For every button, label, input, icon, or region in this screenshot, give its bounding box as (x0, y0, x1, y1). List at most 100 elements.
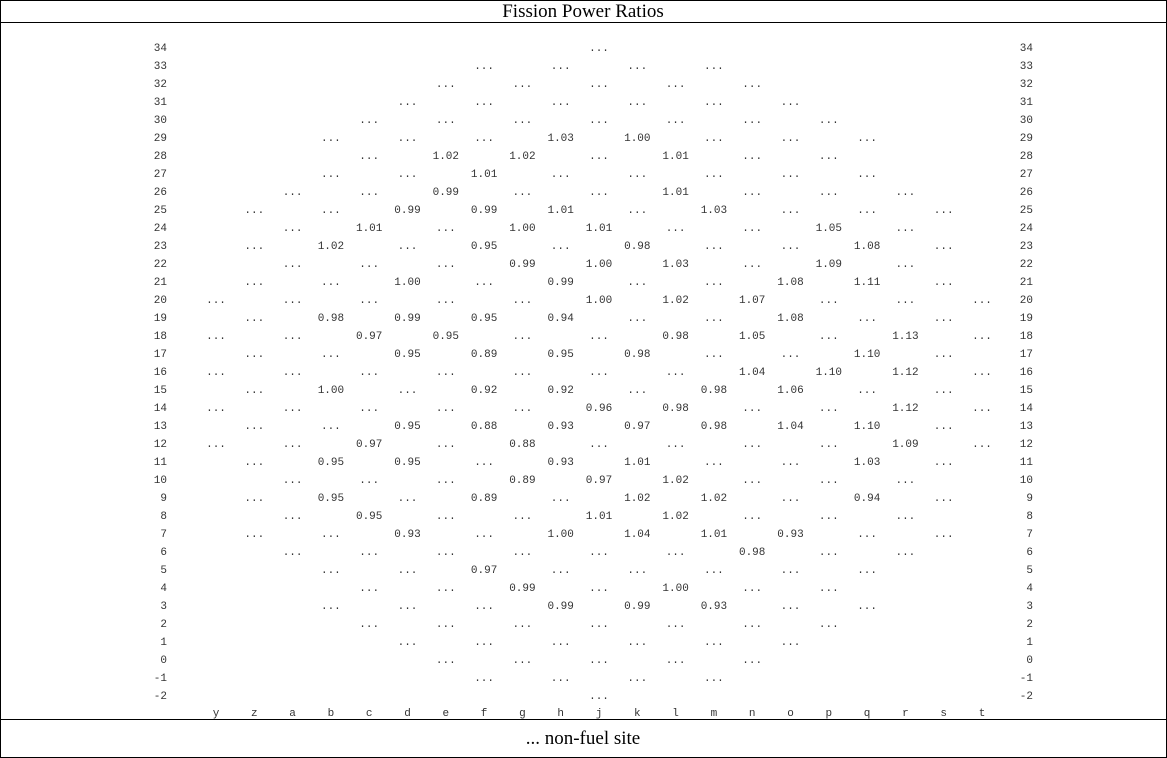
cell-value: ... (742, 583, 762, 595)
row-label-right: 27 (1020, 169, 1033, 181)
cell-value: ... (359, 151, 379, 163)
cell-value: ... (589, 115, 609, 127)
cell-value: 1.00 (394, 277, 420, 289)
cell-value: 1.02 (662, 475, 688, 487)
cell-value: 0.93 (547, 457, 573, 469)
cell-value: ... (589, 43, 609, 55)
row-label-left: 32 (154, 79, 167, 91)
cell-value: ... (627, 673, 647, 685)
cell-value: ... (819, 115, 839, 127)
cell-value: ... (206, 331, 226, 343)
row-label-right: 34 (1020, 43, 1034, 55)
cell-value: ... (895, 187, 915, 199)
cell-value: ... (551, 673, 571, 685)
cell-value: 1.12 (892, 367, 918, 379)
row-label-left: 0 (160, 655, 167, 667)
cell-value: ... (895, 475, 915, 487)
cell-value: ... (627, 97, 647, 109)
row-label-right: 5 (1026, 565, 1033, 577)
cell-value: 0.98 (662, 331, 688, 343)
cell-value: ... (589, 691, 609, 703)
cell-value: ... (742, 439, 762, 451)
row-label-right: -1 (1020, 673, 1034, 685)
footer-note: ... non-fuel site (526, 728, 641, 749)
column-label: b (328, 708, 335, 720)
cell-value: ... (704, 313, 724, 325)
cell-value: 1.06 (777, 385, 803, 397)
cell-value: ... (512, 331, 532, 343)
cell-value: 0.99 (471, 205, 497, 217)
cell-value: 0.96 (586, 403, 612, 415)
column-label: f (481, 708, 488, 720)
cell-value: ... (781, 349, 801, 361)
cell-value: ... (742, 403, 762, 415)
row-label-left: 5 (160, 565, 167, 577)
row-label-left: 8 (160, 511, 167, 523)
cell-value: ... (398, 133, 418, 145)
cell-value: ... (474, 277, 494, 289)
cell-value: ... (512, 115, 532, 127)
cell-value: ... (742, 223, 762, 235)
cell-value: 0.95 (394, 421, 420, 433)
cell-value: ... (206, 403, 226, 415)
cell-value: ... (895, 511, 915, 523)
cell-value: ... (742, 79, 762, 91)
cell-value: ... (551, 97, 571, 109)
cell-value: ... (627, 637, 647, 649)
row-label-left: -1 (154, 673, 168, 685)
cell-value: ... (321, 421, 341, 433)
cell-value: 1.04 (739, 367, 766, 379)
cell-value: ... (742, 151, 762, 163)
cell-value: ... (359, 583, 379, 595)
column-label: p (825, 708, 832, 720)
cell-value: 1.01 (586, 511, 613, 523)
row-label-left: 10 (154, 475, 167, 487)
row-label-right: 17 (1020, 349, 1033, 361)
cell-value: ... (512, 295, 532, 307)
cell-value: 1.01 (586, 223, 613, 235)
cell-value: ... (704, 673, 724, 685)
cell-value: 0.94 (547, 313, 574, 325)
column-label: k (634, 708, 641, 720)
row-label-right: -2 (1020, 691, 1033, 703)
cell-value: ... (206, 439, 226, 451)
cell-value: ... (781, 457, 801, 469)
cell-value: ... (972, 439, 992, 451)
cell-value: ... (781, 97, 801, 109)
cell-value: 1.10 (816, 367, 842, 379)
row-label-right: 15 (1020, 385, 1033, 397)
cell-value: 1.02 (318, 241, 344, 253)
cell-value: 1.02 (662, 295, 688, 307)
cell-value: ... (742, 259, 762, 271)
cell-value: 1.13 (892, 331, 918, 343)
cell-value: 0.88 (471, 421, 497, 433)
cell-value: 1.02 (624, 493, 650, 505)
cell-value: ... (895, 259, 915, 271)
row-label-left: 18 (154, 331, 167, 343)
cell-value: ... (704, 97, 724, 109)
cell-value: ... (666, 655, 686, 667)
cell-value: ... (972, 295, 992, 307)
cell-value: ... (551, 637, 571, 649)
cell-value: 1.04 (777, 421, 804, 433)
cell-value: ... (781, 493, 801, 505)
cell-value: 0.99 (509, 583, 535, 595)
cell-value: 1.03 (547, 133, 573, 145)
cell-value: 0.93 (394, 529, 420, 541)
cell-value: ... (283, 511, 303, 523)
row-label-right: 26 (1020, 187, 1033, 199)
cell-value: ... (551, 61, 571, 73)
cell-value: ... (436, 79, 456, 91)
cell-value: ... (474, 97, 494, 109)
row-label-right: 12 (1020, 439, 1033, 451)
row-label-left: 12 (154, 439, 167, 451)
cell-value: ... (895, 547, 915, 559)
cell-value: 0.97 (586, 475, 612, 487)
cell-value: ... (589, 79, 609, 91)
cell-value: ... (398, 493, 418, 505)
cell-value: ... (359, 367, 379, 379)
cell-value: 1.01 (701, 529, 728, 541)
cell-value: 1.01 (662, 187, 689, 199)
cell-value: ... (436, 619, 456, 631)
